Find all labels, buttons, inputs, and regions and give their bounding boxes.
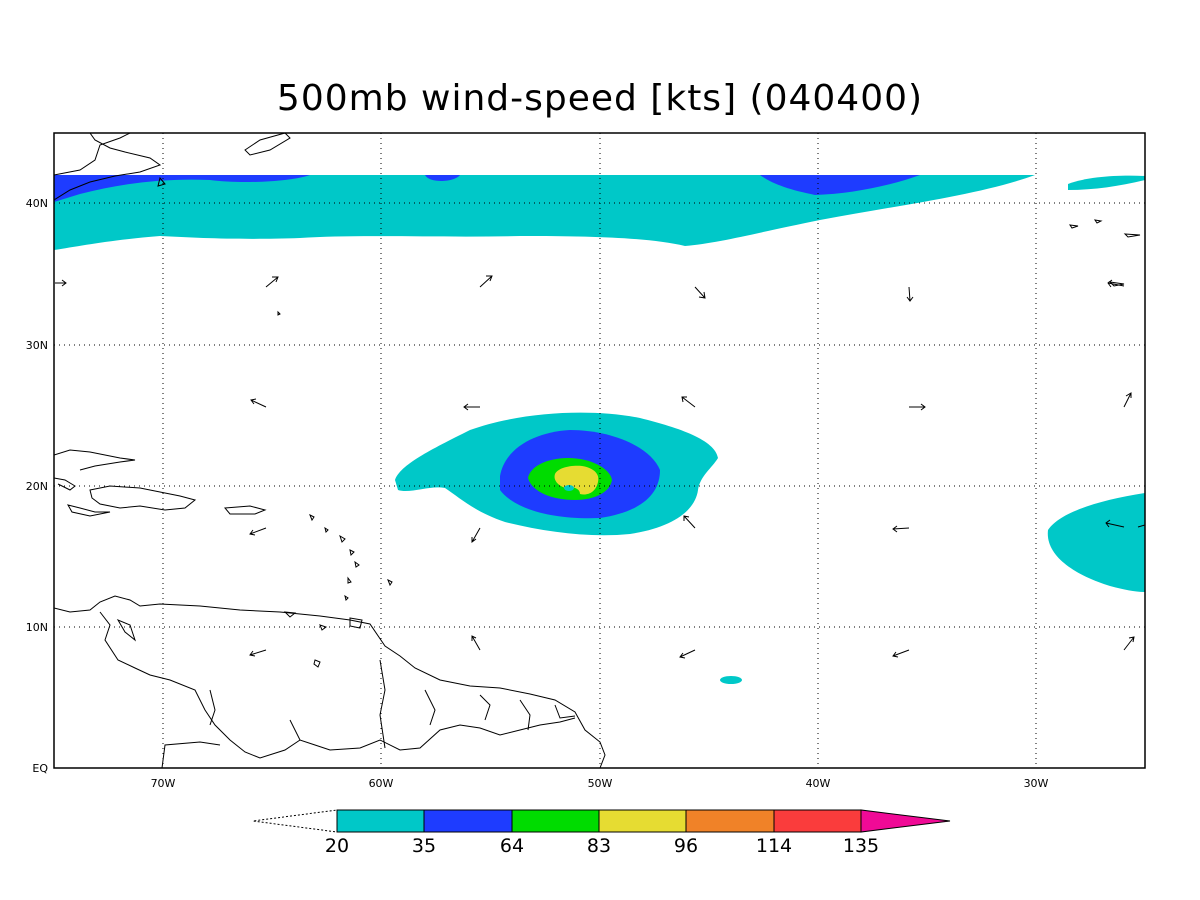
wind-arrow: [1123, 636, 1135, 651]
lon-tick-label: 50W: [588, 777, 613, 790]
se-patch-20kt: [1047, 493, 1145, 592]
wind-arrow: [249, 527, 267, 536]
colorbar-segment: [773, 809, 862, 833]
colorbar-label: 35: [412, 835, 436, 857]
lat-tick-label: 20N: [26, 480, 48, 493]
lat-tick-label: 10N: [26, 621, 48, 634]
lat-axis-labels: EQ 10N 20N 30N 40N: [26, 197, 49, 775]
wind-arrow: [681, 396, 696, 408]
grid-lines: [54, 133, 1145, 768]
colorbar-label: 64: [500, 835, 524, 857]
wind-arrow: [471, 635, 481, 651]
colorbar-label: 20: [325, 835, 349, 857]
wind-arrow: [679, 649, 696, 659]
wind-arrow: [1105, 519, 1125, 528]
wind-arrow: [249, 649, 267, 657]
lat-tick-label: EQ: [32, 762, 48, 775]
vortex-eye: [564, 485, 574, 491]
wind-vectors: [55, 275, 1146, 659]
wind-arrow: [909, 403, 926, 411]
colorbar-under-triangle: [252, 809, 338, 833]
lon-tick-label: 60W: [369, 777, 394, 790]
jet-band-35kt-2: [425, 175, 460, 182]
colorbar: 20 35 64 83 96 114 135: [252, 809, 951, 857]
colorbar-segment: [423, 809, 513, 833]
coastlines: [54, 133, 1141, 768]
wind-speed-shading: [54, 175, 1145, 684]
jet-band-35kt-3: [760, 175, 920, 195]
colorbar-segment: [336, 809, 425, 833]
wind-arrow: [471, 527, 481, 543]
wind-arrow: [479, 275, 493, 288]
lon-tick-label: 30W: [1024, 777, 1049, 790]
wind-arrow: [906, 286, 914, 302]
wind-arrow: [55, 279, 67, 287]
wind-arrow: [1123, 392, 1132, 408]
colorbar-over-triangle: [860, 809, 951, 833]
lat-tick-label: 40N: [26, 197, 48, 210]
wind-arrow: [1107, 279, 1125, 288]
lon-axis-labels: 70W 60W 50W 40W 30W: [151, 777, 1049, 790]
lon-tick-label: 70W: [151, 777, 176, 790]
wind-arrow: [250, 398, 267, 408]
colorbar-segment: [511, 809, 600, 833]
wind-arrow: [892, 649, 910, 658]
lon-tick-label: 40W: [806, 777, 831, 790]
wind-arrow: [892, 525, 910, 533]
wind-arrow: [694, 286, 706, 299]
colorbar-segment: [685, 809, 775, 833]
colorbar-label: 96: [674, 835, 698, 857]
wind-arrow: [463, 403, 480, 411]
wind-arrow: [1137, 524, 1146, 528]
wind-arrow: [265, 276, 279, 288]
colorbar-label: 135: [843, 835, 879, 857]
plot-frame: [53, 132, 1146, 769]
jet-band-35kt: [54, 175, 310, 202]
lat-tick-label: 30N: [26, 339, 48, 352]
ne-patch-20kt: [1068, 175, 1145, 190]
small-patch-20kt: [720, 676, 742, 684]
colorbar-label: 114: [756, 835, 792, 857]
colorbar-label: 83: [587, 835, 611, 857]
colorbar-segment: [598, 809, 687, 833]
wind-arrow: [683, 515, 696, 529]
jet-band-20kt: [54, 175, 1035, 250]
map-title: 500mb wind-speed [kts] (040400): [276, 78, 924, 119]
